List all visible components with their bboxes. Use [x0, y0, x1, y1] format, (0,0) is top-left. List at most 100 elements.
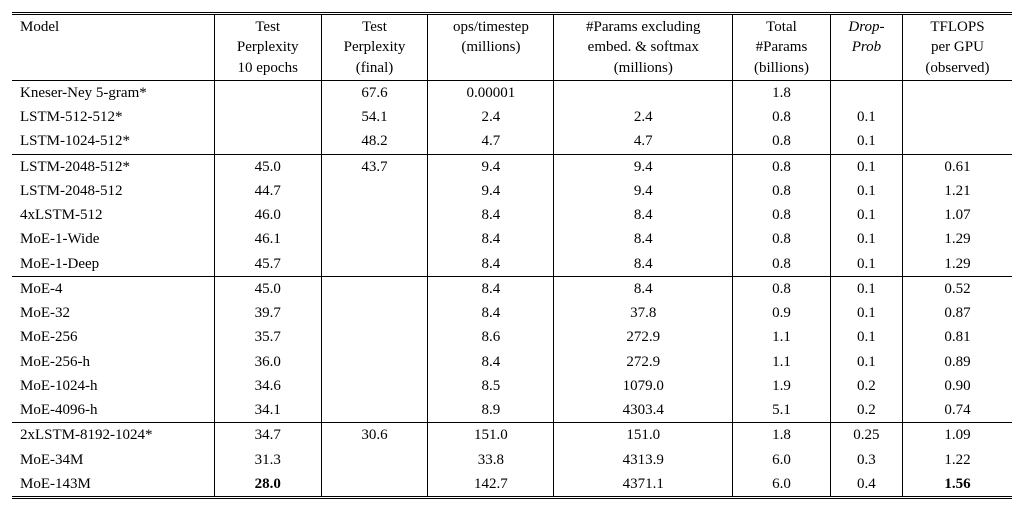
- cell-tflops: 0.74: [902, 398, 1012, 423]
- cell-params_ex: 272.9: [554, 325, 733, 349]
- cell-model: LSTM-1024-512*: [12, 129, 214, 154]
- cell-ops: 2.4: [428, 105, 554, 129]
- table-row: MoE-1-Deep45.78.48.40.80.11.29: [12, 252, 1012, 277]
- table-row: MoE-445.08.48.40.80.10.52: [12, 276, 1012, 301]
- cell-ppl10: 34.7: [214, 423, 321, 448]
- cell-model: MoE-256-h: [12, 350, 214, 374]
- cell-tflops: 1.56: [902, 472, 1012, 498]
- cell-drop: 0.1: [830, 105, 902, 129]
- cell-pplf: 67.6: [321, 80, 428, 105]
- cell-pplf: [321, 448, 428, 472]
- cell-tflops: 1.29: [902, 252, 1012, 277]
- cell-ops: 4.7: [428, 129, 554, 154]
- cell-ppl10: 36.0: [214, 350, 321, 374]
- cell-params_tot: 1.8: [733, 80, 831, 105]
- table-row: LSTM-2048-51244.79.49.40.80.11.21: [12, 179, 1012, 203]
- cell-drop: 0.2: [830, 398, 902, 423]
- table-row: MoE-143M28.0142.74371.16.00.41.56: [12, 472, 1012, 498]
- cell-params_ex: 8.4: [554, 276, 733, 301]
- cell-params_ex: 37.8: [554, 301, 733, 325]
- cell-pplf: [321, 227, 428, 251]
- cell-tflops: 1.09: [902, 423, 1012, 448]
- cell-tflops: [902, 80, 1012, 105]
- cell-ops: 9.4: [428, 179, 554, 203]
- cell-params_ex: 4.7: [554, 129, 733, 154]
- cell-params_tot: 6.0: [733, 448, 831, 472]
- cell-model: 4xLSTM-512: [12, 203, 214, 227]
- table-row: MoE-256-h36.08.4272.91.10.10.89: [12, 350, 1012, 374]
- cell-params_tot: 5.1: [733, 398, 831, 423]
- table-row: MoE-1-Wide46.18.48.40.80.11.29: [12, 227, 1012, 251]
- cell-drop: 0.25: [830, 423, 902, 448]
- results-table: Model Test Perplexity 10 epochs Test Per…: [12, 12, 1012, 499]
- cell-params_tot: 1.9: [733, 374, 831, 398]
- cell-ppl10: 28.0: [214, 472, 321, 498]
- cell-ops: 142.7: [428, 472, 554, 498]
- cell-params_tot: 1.1: [733, 350, 831, 374]
- cell-pplf: 54.1: [321, 105, 428, 129]
- cell-drop: 0.3: [830, 448, 902, 472]
- cell-tflops: [902, 129, 1012, 154]
- col-params-ex: #Params excluding embed. & softmax (mill…: [554, 14, 733, 81]
- cell-ppl10: 46.0: [214, 203, 321, 227]
- cell-params_ex: 8.4: [554, 203, 733, 227]
- table-row: MoE-34M31.333.84313.96.00.31.22: [12, 448, 1012, 472]
- cell-ops: 8.4: [428, 276, 554, 301]
- cell-params_tot: 0.8: [733, 203, 831, 227]
- cell-ops: 8.6: [428, 325, 554, 349]
- cell-params_ex: 9.4: [554, 154, 733, 179]
- table-row: Kneser-Ney 5-gram*67.60.000011.8: [12, 80, 1012, 105]
- cell-params_ex: 8.4: [554, 252, 733, 277]
- cell-model: MoE-1-Wide: [12, 227, 214, 251]
- cell-pplf: [321, 276, 428, 301]
- cell-tflops: 0.52: [902, 276, 1012, 301]
- cell-ppl10: 45.7: [214, 252, 321, 277]
- cell-tflops: 1.22: [902, 448, 1012, 472]
- cell-drop: 0.2: [830, 374, 902, 398]
- cell-ppl10: [214, 129, 321, 154]
- col-pplf: Test Perplexity (final): [321, 14, 428, 81]
- cell-pplf: [321, 203, 428, 227]
- table-row: MoE-4096-h34.18.94303.45.10.20.74: [12, 398, 1012, 423]
- cell-pplf: 43.7: [321, 154, 428, 179]
- cell-params_ex: 1079.0: [554, 374, 733, 398]
- col-model: Model: [12, 14, 214, 81]
- cell-ppl10: 31.3: [214, 448, 321, 472]
- cell-pplf: 48.2: [321, 129, 428, 154]
- cell-model: MoE-32: [12, 301, 214, 325]
- table-row: MoE-25635.78.6272.91.10.10.81: [12, 325, 1012, 349]
- cell-ops: 8.4: [428, 227, 554, 251]
- cell-ops: 8.4: [428, 301, 554, 325]
- cell-model: MoE-1024-h: [12, 374, 214, 398]
- cell-tflops: 0.61: [902, 154, 1012, 179]
- table-row: LSTM-1024-512*48.24.74.70.80.1: [12, 129, 1012, 154]
- table-row: 2xLSTM-8192-1024*34.730.6151.0151.01.80.…: [12, 423, 1012, 448]
- col-ops: ops/timestep (millions): [428, 14, 554, 81]
- cell-model: MoE-4096-h: [12, 398, 214, 423]
- cell-model: MoE-1-Deep: [12, 252, 214, 277]
- cell-model: MoE-4: [12, 276, 214, 301]
- cell-pplf: [321, 252, 428, 277]
- col-drop: Drop- Prob: [830, 14, 902, 81]
- cell-params_ex: 8.4: [554, 227, 733, 251]
- cell-params_tot: 6.0: [733, 472, 831, 498]
- cell-params_ex: 272.9: [554, 350, 733, 374]
- header-row: Model Test Perplexity 10 epochs Test Per…: [12, 14, 1012, 81]
- cell-tflops: 0.90: [902, 374, 1012, 398]
- cell-model: LSTM-512-512*: [12, 105, 214, 129]
- cell-params_tot: 0.8: [733, 227, 831, 251]
- cell-drop: 0.1: [830, 129, 902, 154]
- cell-drop: 0.1: [830, 276, 902, 301]
- cell-params_tot: 0.8: [733, 105, 831, 129]
- cell-drop: 0.1: [830, 325, 902, 349]
- cell-ppl10: [214, 105, 321, 129]
- cell-ops: 8.9: [428, 398, 554, 423]
- cell-drop: 0.1: [830, 154, 902, 179]
- cell-ops: 33.8: [428, 448, 554, 472]
- cell-model: LSTM-2048-512*: [12, 154, 214, 179]
- cell-model: LSTM-2048-512: [12, 179, 214, 203]
- cell-params_ex: 151.0: [554, 423, 733, 448]
- cell-model: MoE-34M: [12, 448, 214, 472]
- cell-tflops: 1.07: [902, 203, 1012, 227]
- cell-drop: 0.1: [830, 301, 902, 325]
